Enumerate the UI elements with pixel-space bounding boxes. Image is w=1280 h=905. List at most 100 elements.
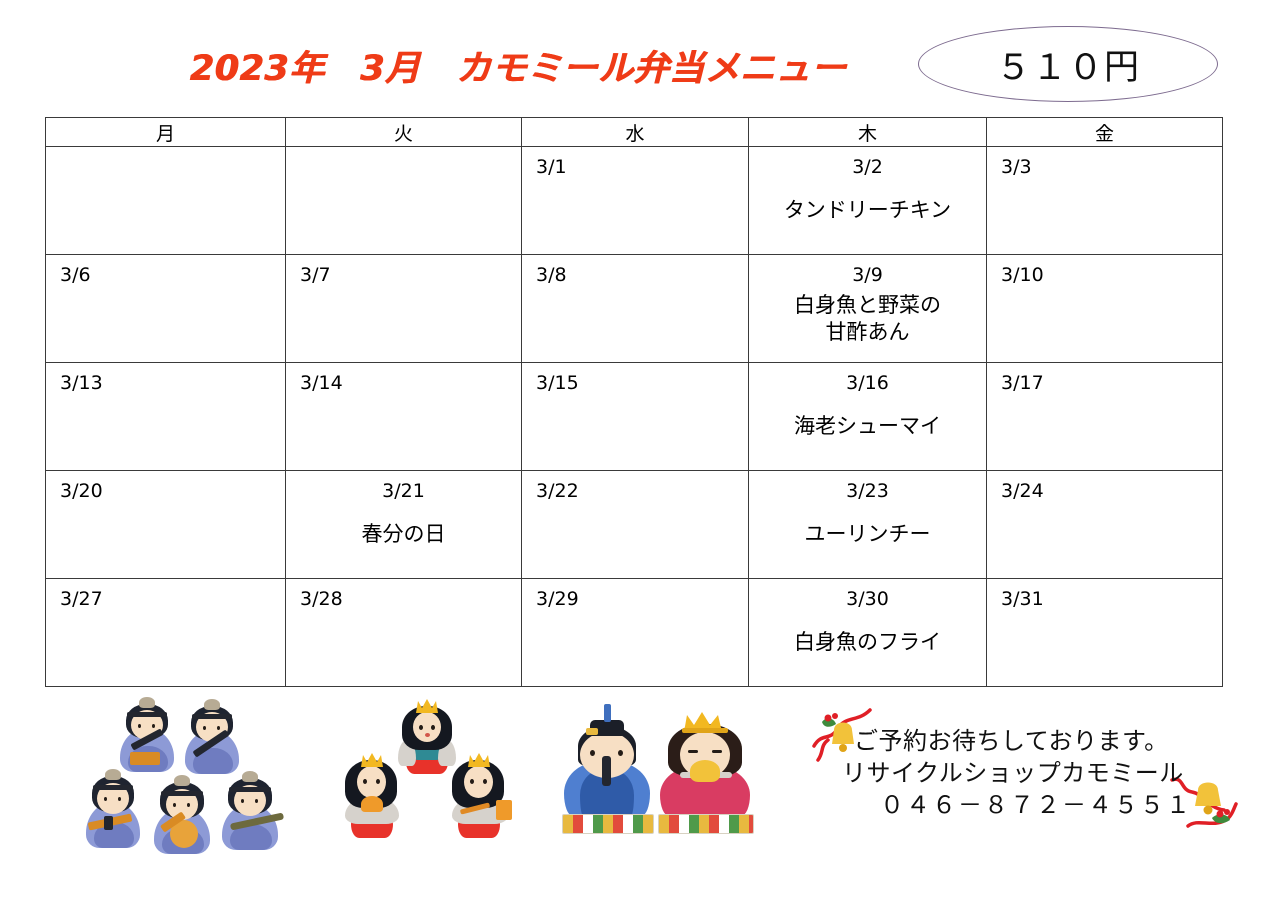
day-date-label: 3/6 [60,264,91,286]
day-date-label: 3/7 [300,264,331,286]
three-court-ladies-illustration [330,699,520,845]
calendar-day-cell: 3/22 [521,470,749,579]
calendar-week-row: 3/27 3/28 3/29 3/30 白身魚のフライ 3/31 [45,578,1223,687]
day-date-label: 3/22 [536,480,579,502]
gold-crown-icon [416,699,438,713]
day-date-label: 3/15 [536,372,579,394]
calendar-week-row: 3/13 3/14 3/15 3/16 海老シューマイ 3/17 [45,362,1223,471]
day-menu-label [987,393,1222,470]
day-menu-label [46,393,285,470]
calendar-day-cell: 3/2 タンドリーチキン [748,146,987,255]
day-menu-label: 春分の日 [361,522,446,547]
musician-doll [218,770,285,850]
musician-doll [181,696,243,774]
gold-crown-icon [468,753,490,767]
day-menu-label [987,177,1222,254]
calendar-day-cell: 3/15 [521,362,749,471]
calendar-day-cell: 3/10 [986,254,1223,363]
calendar-day-cell: 3/30 白身魚のフライ [748,578,987,687]
bento-menu-calendar: 月 火 水 木 金 3/1 3/2 タンドリーチキン 3/3 3/6 3/7 3/8 3/9 白… [45,117,1223,687]
calendar-day-cell [285,146,522,255]
court-lady-doll [335,752,405,838]
bell-ribbon-decoration-icon [1170,777,1238,828]
calendar-day-cell: 3/14 [285,362,522,471]
calendar-day-cell: 3/23 ユーリンチー [748,470,987,579]
calendar-day-cell: 3/24 [986,470,1223,579]
day-date-label: 3/16 [846,372,889,394]
day-date-label: 3/20 [60,480,103,502]
day-menu-label [522,393,748,470]
reservation-message: ご予約お待ちしております。 [854,727,1169,755]
shop-contact-block: ご予約お待ちしております。 リサイクルショップカモミール ０４６－８７２－４５５… [836,725,1236,821]
calendar-week-row: 3/20 3/21 春分の日 3/22 3/23 ユーリンチー 3/24 [45,470,1223,579]
price-badge-label: ５１０円 [995,47,1140,88]
day-menu-label [522,285,748,362]
gold-crown-icon [361,753,383,767]
calendar-day-cell: 3/7 [285,254,522,363]
footer-decoration-area [0,686,1280,905]
weekday-header-wednesday: 水 [521,117,749,147]
day-menu-label [286,393,521,470]
shop-name: リサイクルショップカモミール [842,759,1184,787]
weekday-header-thursday: 木 [748,117,987,147]
calendar-week-row: 3/6 3/7 3/8 3/9 白身魚と野菜の 甘酢あん 3/10 [45,254,1223,363]
day-date-label: 3/17 [1001,372,1044,394]
day-date-label: 3/2 [852,156,883,178]
calendar-day-cell: 3/13 [45,362,286,471]
calendar-day-cell: 3/21 春分の日 [285,470,522,579]
day-date-label: 3/9 [852,264,883,286]
day-menu-label [522,177,748,254]
day-date-label: 3/31 [1001,588,1044,610]
calendar-day-cell: 3/1 [521,146,749,255]
day-menu-label: タンドリーチキン [783,198,952,223]
empress-doll [658,710,754,834]
day-date-label: 3/27 [60,588,103,610]
calendar-day-cell: 3/17 [986,362,1223,471]
day-menu-label [987,609,1222,686]
page-header: 2023年 3月 カモミール弁当メニュー ５１０円 [0,0,1280,110]
bell-ribbon-decoration-icon [812,708,872,762]
day-date-label: 3/3 [1001,156,1032,178]
calendar-day-cell: 3/8 [521,254,749,363]
day-menu-label [46,285,285,362]
calendar-day-cell: 3/31 [986,578,1223,687]
calendar-week-row: 3/1 3/2 タンドリーチキン 3/3 [45,146,1223,255]
day-menu-label: 海老シューマイ [794,414,941,439]
price-badge: ５１０円 [918,26,1218,102]
calendar-day-cell: 3/27 [45,578,286,687]
day-menu-label [46,609,285,686]
calendar-day-cell: 3/9 白身魚と野菜の 甘酢あん [748,254,987,363]
day-date-label: 3/30 [846,588,889,610]
musician-doll [150,774,214,854]
shop-phone-number: ０４６－８７２－４５５１ [880,791,1192,819]
day-menu-label: 白身魚のフライ [794,630,941,655]
day-date-label: 3/14 [300,372,343,394]
day-menu-label: ユーリンチー [804,522,931,547]
day-menu-label: 白身魚と野菜の 甘酢あん [794,293,941,344]
calendar-day-cell: 3/16 海老シューマイ [748,362,987,471]
calendar-day-cell: 3/20 [45,470,286,579]
weekday-header-friday: 金 [986,117,1223,147]
court-lady-doll [392,699,460,774]
five-court-musicians-illustration [78,694,293,854]
day-menu-label [286,285,521,362]
emperor-doll [562,704,654,834]
day-date-label: 3/24 [1001,480,1044,502]
day-menu-label [46,147,285,254]
day-menu-label [286,147,521,254]
calendar-body: 3/1 3/2 タンドリーチキン 3/3 3/6 3/7 3/8 3/9 白身魚と野菜の 甘酢あ… [45,146,1223,687]
calendar-header-row: 月 火 水 木 金 [45,117,1223,147]
court-lady-doll [442,752,516,838]
calendar-day-cell [45,146,286,255]
weekday-header-tuesday: 火 [285,117,522,147]
emperor-and-empress-dolls-illustration [562,704,754,839]
day-menu-label [286,609,521,686]
gold-crown-icon [682,712,728,733]
weekday-header-monday: 月 [45,117,286,147]
day-date-label: 3/29 [536,588,579,610]
day-menu-label [46,501,285,578]
day-date-label: 3/8 [536,264,567,286]
day-menu-label [522,501,748,578]
day-date-label: 3/10 [1001,264,1044,286]
musician-doll [116,694,178,772]
